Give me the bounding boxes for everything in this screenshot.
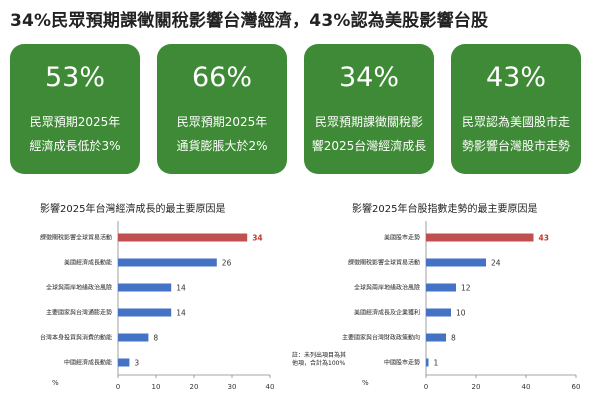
card-description-line: 民眾認為美國股市走	[461, 115, 570, 129]
summary-card-growth: 53% 民眾預期2025年 經濟成長低於3%	[10, 44, 140, 174]
bar	[118, 283, 172, 292]
bar	[426, 308, 451, 317]
card-description-line: 民眾預期課徵關稅影	[314, 115, 423, 129]
category-label: 課徵關稅影響全球貿易活動	[348, 259, 420, 267]
data-label: 14	[176, 309, 186, 318]
chart-note: 註：未列出項目為其 他項，合計為100%	[292, 352, 346, 368]
category-label: 課徵關稅影響全球貿易活動	[40, 234, 112, 242]
x-tick-label: 60	[572, 383, 581, 391]
category-label: 美國股市走勢	[384, 234, 420, 242]
bar	[426, 358, 429, 367]
category-label: 主要國家與台灣通膨走勢	[46, 309, 112, 317]
x-tick-label: 40	[266, 383, 275, 391]
summary-cards: 53% 民眾預期2025年 經濟成長低於3% 66% 民眾預期2025年 通貨膨…	[10, 44, 590, 174]
summary-card-tariff: 34% 民眾預期課徵關稅影 響2025台灣經濟成長	[304, 44, 434, 174]
data-label: 3	[134, 359, 139, 368]
bar-highlight	[118, 233, 248, 242]
card-description: 民眾認為美國股市走 勢影響台灣股市走勢	[457, 110, 575, 158]
x-tick-label: 0	[424, 383, 428, 391]
bar-highlight	[426, 233, 534, 242]
chart-title-economy: 影響2025年台灣經濟成長的最主要原因是	[40, 204, 226, 215]
x-tick-label: 10	[152, 383, 161, 391]
card-description-line: 勢影響台灣股市走勢	[461, 139, 570, 153]
x-tick-label: 40	[522, 383, 531, 391]
x-tick-label: 20	[190, 383, 199, 391]
bar	[426, 333, 446, 342]
data-label: 1	[434, 359, 439, 368]
card-description-line: 經濟成長低於3%	[29, 139, 121, 153]
category-label: 全球與兩岸地緣政治風險	[354, 284, 420, 292]
card-description: 民眾預期課徵關稅影 響2025台灣經濟成長	[310, 110, 428, 158]
unit-label: %	[52, 379, 59, 387]
data-label: 34	[252, 234, 262, 243]
bar	[426, 283, 456, 292]
bar	[426, 258, 486, 267]
category-label: 美國經濟成長及企業獲利	[354, 309, 420, 317]
chart-note-line: 他項，合計為100%	[292, 360, 346, 367]
card-percentage: 43%	[485, 62, 546, 93]
data-label: 8	[153, 334, 158, 343]
x-tick-label: 0	[116, 383, 120, 391]
data-label: 10	[456, 309, 466, 318]
chart-title-stock: 影響2025年台股指數走勢的最主要原因是	[352, 204, 538, 215]
data-label: 24	[491, 259, 501, 268]
category-label: 美國經濟成長動能	[64, 259, 112, 267]
category-label: 中國股市走勢	[384, 359, 420, 367]
data-label: 8	[451, 334, 456, 343]
data-label: 26	[222, 259, 232, 268]
data-label: 14	[176, 284, 186, 293]
bar-chart-economy-factors: 課徵關稅影響全球貿易活動 34 美國經濟成長動能 26 全球與兩岸地緣政治風險 14 主要國…	[40, 221, 275, 391]
x-tick-label: 20	[472, 383, 481, 391]
bar	[118, 308, 172, 317]
card-description: 民眾預期2025年 經濟成長低於3%	[16, 110, 134, 158]
data-label: 43	[539, 234, 549, 243]
unit-label: %	[362, 379, 369, 387]
data-label: 12	[461, 284, 471, 293]
bar	[118, 358, 130, 367]
category-label: 主要國家與台灣財政政策動向	[342, 334, 420, 342]
card-percentage: 53%	[44, 62, 105, 93]
card-description: 民眾預期2025年 通貨膨脹大於2%	[163, 110, 281, 158]
x-tick-label: 30	[228, 383, 237, 391]
card-description-line: 通貨膨脹大於2%	[176, 139, 268, 153]
bar	[118, 258, 217, 267]
category-label: 全球與兩岸地緣政治風險	[46, 284, 112, 292]
card-percentage: 34%	[338, 62, 399, 93]
category-label: 台灣本身投資與消費的動能	[40, 334, 112, 342]
card-description-line: 響2025台灣經濟成長	[311, 139, 427, 153]
card-description-line: 民眾預期2025年	[29, 115, 121, 129]
category-label: 中國經濟成長動能	[64, 359, 112, 367]
bar	[118, 333, 149, 342]
card-description-line: 民眾預期2025年	[176, 115, 268, 129]
summary-card-us-stocks: 43% 民眾認為美國股市走 勢影響台灣股市走勢	[451, 44, 581, 174]
card-percentage: 66%	[191, 62, 252, 93]
headline: 34%民眾預期課徵關稅影響台灣經濟，43%認為美股影響台股	[10, 11, 489, 31]
chart-note-line: 註：未列出項目為其	[292, 352, 347, 359]
summary-card-inflation: 66% 民眾預期2025年 通貨膨脹大於2%	[157, 44, 287, 174]
bar-chart-stock-factors: 美國股市走勢 43 課徵關稅影響全球貿易活動 24 全球與兩岸地緣政治風險 12 美國經濟成…	[342, 221, 581, 391]
